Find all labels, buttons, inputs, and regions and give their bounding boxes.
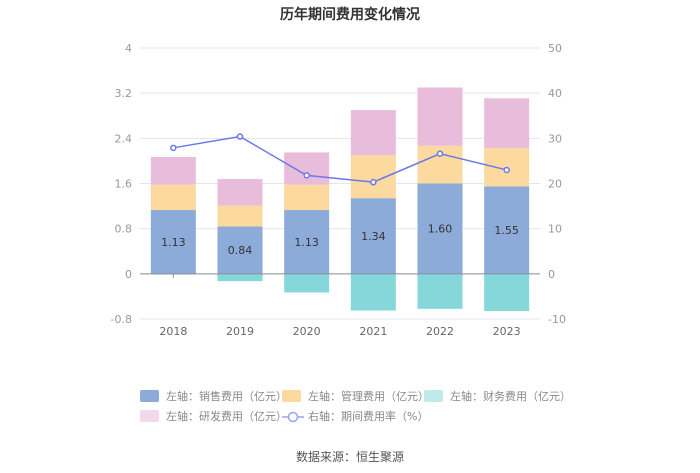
bar-finance <box>417 273 463 309</box>
bar-admin <box>150 184 196 211</box>
bar-series <box>150 87 530 312</box>
zero-line <box>140 273 540 278</box>
bar-rnd <box>217 178 263 206</box>
rate-point <box>170 144 177 152</box>
bar-admin <box>217 205 263 227</box>
bar-sales <box>417 183 463 274</box>
right-axis-tick: 30 <box>548 132 562 145</box>
rate-point <box>436 150 444 157</box>
legend-swatch-admin <box>282 390 301 402</box>
right-axis-tick: 0 <box>548 268 555 281</box>
x-axis-tick: 2022 <box>426 325 454 338</box>
legend-swatch-sales <box>140 390 159 402</box>
bar-admin <box>350 155 396 199</box>
bar-sales <box>350 198 396 274</box>
data-label-sales: 1.60 <box>428 223 453 236</box>
left-axis-tick: 0 <box>125 268 132 281</box>
data-label-sales: 1.13 <box>161 236 186 249</box>
x-axis: 2018 2019 2020 2021 2022 2023 <box>159 325 520 338</box>
left-axis-tick: -0.8 <box>111 313 132 326</box>
legend-line-icon <box>282 411 304 423</box>
left-axis: -0.8 0 0.8 1.6 2.4 3.2 4 <box>111 42 132 326</box>
bar-rnd <box>417 87 463 146</box>
legend-swatch-rnd <box>140 410 159 422</box>
legend-label-sales: 左轴：销售费用（亿元） <box>166 390 287 403</box>
bar-sales <box>284 210 330 274</box>
gridlines <box>140 47 540 320</box>
data-labels: 1.13 0.84 1.13 1.34 1.60 1.55 <box>161 223 519 257</box>
right-axis: -10 0 10 20 30 40 50 <box>548 42 566 326</box>
right-axis-tick: 10 <box>548 223 562 236</box>
rate-point <box>503 166 510 174</box>
rate-point <box>303 172 310 179</box>
x-axis-tick: 2021 <box>359 325 387 338</box>
legend-label-admin: 左轴：管理费用（亿元） <box>308 390 429 403</box>
data-label-sales: 1.34 <box>361 230 386 243</box>
bar-finance <box>217 273 263 282</box>
x-axis-tick: 2020 <box>293 325 321 338</box>
right-axis-tick: 50 <box>548 42 562 55</box>
bar-finance <box>284 273 330 293</box>
expense-rate-line <box>170 133 510 186</box>
rate-line <box>173 135 507 183</box>
bar-sales <box>217 226 263 274</box>
left-axis-tick: 1.6 <box>115 178 133 191</box>
left-axis-tick: 2.4 <box>115 132 133 145</box>
bar-sales <box>484 186 530 274</box>
left-axis-tick: 4 <box>125 42 132 55</box>
bar-sales <box>150 210 196 274</box>
legend-label-finance: 左轴：财务费用（亿元） <box>450 390 571 403</box>
chart-title: 历年期间费用变化情况 <box>280 7 420 23</box>
bar-finance <box>350 273 396 311</box>
data-label-sales: 1.13 <box>294 236 319 249</box>
bar-rnd <box>284 152 330 185</box>
rate-point <box>370 178 377 186</box>
right-axis-tick: 20 <box>548 178 562 191</box>
right-axis-tick: 40 <box>548 87 562 100</box>
bar-admin <box>284 184 330 211</box>
x-axis-tick: 2019 <box>226 325 254 338</box>
x-axis-tick: 2018 <box>159 325 187 338</box>
left-axis-tick: 3.2 <box>115 87 133 100</box>
source-note: 数据来源：恒生聚源 <box>295 450 404 464</box>
bar-rnd <box>484 98 530 148</box>
bar-rnd <box>350 110 396 156</box>
right-axis-tick: -10 <box>548 313 566 326</box>
bar-finance <box>484 273 530 312</box>
bar-rnd <box>150 156 196 185</box>
x-axis-tick: 2023 <box>493 325 521 338</box>
data-label-sales: 0.84 <box>228 244 253 257</box>
rate-point <box>236 133 244 140</box>
left-axis-tick: 0.8 <box>115 223 133 236</box>
legend-label-rate: 右轴：期间费用率（%） <box>308 410 429 423</box>
legend-label-rnd: 左轴：研发费用（亿元） <box>166 410 287 423</box>
legend-swatch-finance <box>424 390 443 402</box>
data-label-sales: 1.55 <box>494 224 519 237</box>
